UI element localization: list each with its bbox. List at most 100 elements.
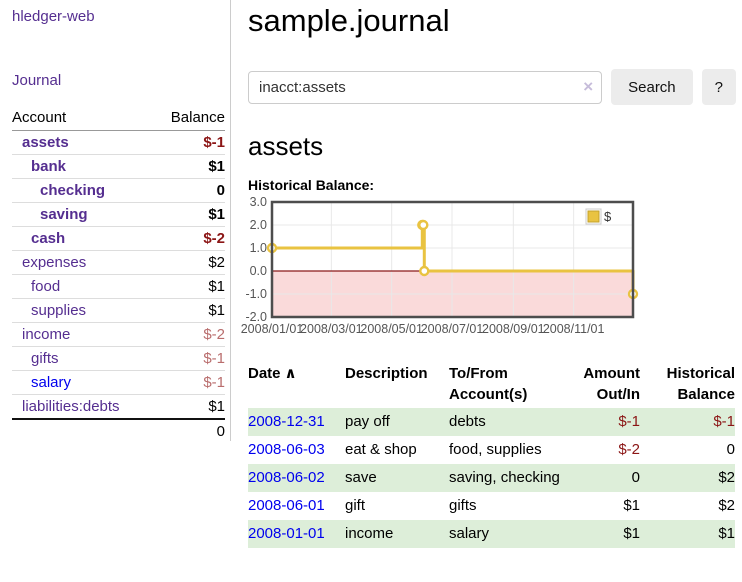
y-tick-label: 1.0 (250, 241, 267, 255)
x-tick-label: 2008/03/01 (300, 322, 363, 336)
account-link[interactable]: liabilities:debts (22, 398, 120, 415)
transaction-amount: $-2 (618, 441, 640, 458)
transaction-date-link[interactable]: 2008-06-01 (248, 497, 325, 514)
brand-link[interactable]: hledger-web (12, 8, 95, 25)
account-link[interactable]: saving (40, 206, 88, 223)
account-heading: assets (248, 131, 324, 161)
account-row: food $1 (12, 274, 225, 299)
register-col-balance: Historical Balance (666, 365, 735, 403)
account-link[interactable]: food (31, 278, 61, 295)
transaction-row: 2008-12-31 pay off debts $-1 $-1 (248, 408, 735, 436)
account-row: salary $-1 (12, 370, 225, 395)
transaction-row: 2008-06-03 eat & shop food, supplies $-2 0 (248, 436, 735, 464)
account-balance: $1 (153, 202, 225, 227)
transaction-date-link[interactable]: 2008-06-02 (248, 469, 325, 486)
account-link[interactable]: bank (31, 158, 67, 175)
transaction-amount: $-1 (561, 408, 640, 436)
x-tick-label: 2008/07/01 (421, 322, 484, 336)
transaction-accounts: salary (449, 520, 561, 548)
transaction-accounts: saving, checking (449, 464, 561, 492)
account-balance: $1 (153, 394, 225, 420)
account-balance: $-2 (153, 226, 225, 251)
transaction-description: eat & shop (345, 441, 417, 458)
account-row: income $-2 (12, 322, 225, 347)
transaction-balance: $1 (640, 520, 735, 548)
account-balance: $2 (153, 250, 225, 275)
x-tick-label: 2008/05/01 (360, 322, 423, 336)
account-balance: $-1 (153, 346, 225, 371)
transaction-accounts: gifts (449, 497, 477, 514)
register-col-accounts: To/From Account(s) (449, 365, 528, 403)
search-input[interactable] (248, 70, 603, 104)
accounts-table: Account Balance assets $-1 bank $1 checking 0… (12, 106, 225, 443)
account-balance: 0 (153, 178, 225, 203)
account-row: supplies $1 (12, 298, 225, 323)
account-row: expenses $2 (12, 250, 225, 275)
accounts-total-spacer (12, 418, 154, 443)
search-bar: × Search ? (248, 69, 736, 105)
account-balance: $-1 (153, 370, 225, 395)
y-tick-label: 2.0 (250, 218, 267, 232)
sidebar-item-journal[interactable]: Journal (12, 72, 62, 89)
transaction-description: gift (345, 497, 366, 514)
y-tick-label: 0.0 (250, 264, 267, 278)
account-row: checking 0 (12, 178, 225, 203)
search-field-wrap: × (248, 70, 603, 104)
transaction-balance: $2 (640, 464, 735, 492)
register-col-date[interactable]: Date ∧ (248, 365, 297, 382)
sort-asc-icon: ∧ (284, 365, 297, 382)
account-row: liabilities:debts $1 (12, 394, 225, 420)
chart-title: Historical Balance: (248, 177, 375, 193)
account-link[interactable]: income (22, 326, 71, 343)
account-balance: $1 (153, 154, 225, 179)
account-row: gifts $-1 (12, 346, 225, 371)
legend-label: $ (604, 209, 612, 224)
legend-swatch (587, 210, 600, 223)
account-link[interactable]: checking (40, 182, 106, 199)
account-link[interactable]: cash (31, 230, 66, 247)
account-row: saving $1 (12, 202, 225, 227)
transaction-row: 2008-01-01 income salary $1 $1 (248, 520, 735, 548)
help-button[interactable]: ? (701, 69, 736, 105)
search-button[interactable]: Search (611, 69, 693, 105)
account-link[interactable]: salary (31, 374, 72, 391)
transaction-accounts: food, supplies (449, 441, 542, 458)
transaction-date-link[interactable]: 2008-01-01 (248, 525, 325, 542)
account-row: assets $-1 (12, 130, 225, 155)
transaction-date-link[interactable]: 2008-12-31 (248, 413, 325, 430)
transaction-amount: $1 (561, 520, 640, 548)
transaction-amount: 0 (561, 464, 640, 492)
transaction-description: save (345, 464, 449, 492)
transaction-balance: $-1 (640, 408, 735, 436)
x-tick-label: 2008/11/01 (543, 322, 605, 336)
historical-balance-chart: $3.0 2.0 1.0 0.0 -1.0 -2.0 2008/01/01 2008/03/0… (241, 195, 736, 340)
y-tick-label: -2.0 (245, 310, 267, 324)
transaction-description: income (345, 520, 449, 548)
accounts-col-account: Account (12, 106, 154, 131)
account-link[interactable]: supplies (31, 302, 87, 319)
account-link[interactable]: expenses (22, 254, 87, 271)
account-row: cash $-2 (12, 226, 225, 251)
accounts-total: 0 (153, 418, 225, 443)
register-table: Date ∧ Description To/From Account(s) Amo… (248, 360, 735, 548)
clear-search-icon[interactable]: × (583, 76, 594, 96)
account-balance: $-1 (153, 130, 225, 155)
chart-svg: $3.0 2.0 1.0 0.0 -1.0 -2.02008/01/012008/03/0… (241, 195, 639, 336)
y-tick-label: -1.0 (245, 287, 267, 301)
x-tick-label: 2008/09/01 (482, 322, 545, 336)
transaction-amount: $1 (623, 497, 640, 514)
account-link[interactable]: gifts (31, 350, 59, 367)
accounts-col-balance: Balance (153, 106, 225, 131)
transaction-balance: 0 (726, 441, 735, 458)
sidebar: hledger-web Journal Account Balance asse… (0, 0, 231, 443)
transaction-accounts: debts (449, 408, 561, 436)
account-link[interactable]: assets (22, 134, 69, 151)
y-tick-label: 3.0 (250, 195, 267, 209)
account-balance: $-2 (153, 322, 225, 347)
account-balance: $1 (153, 298, 225, 323)
main-content: sample.journal × Search ? assets Histori… (241, 0, 736, 548)
account-balance: $1 (153, 274, 225, 299)
transaction-date-link[interactable]: 2008-06-03 (248, 441, 325, 458)
chart-plot-border (270, 200, 635, 319)
